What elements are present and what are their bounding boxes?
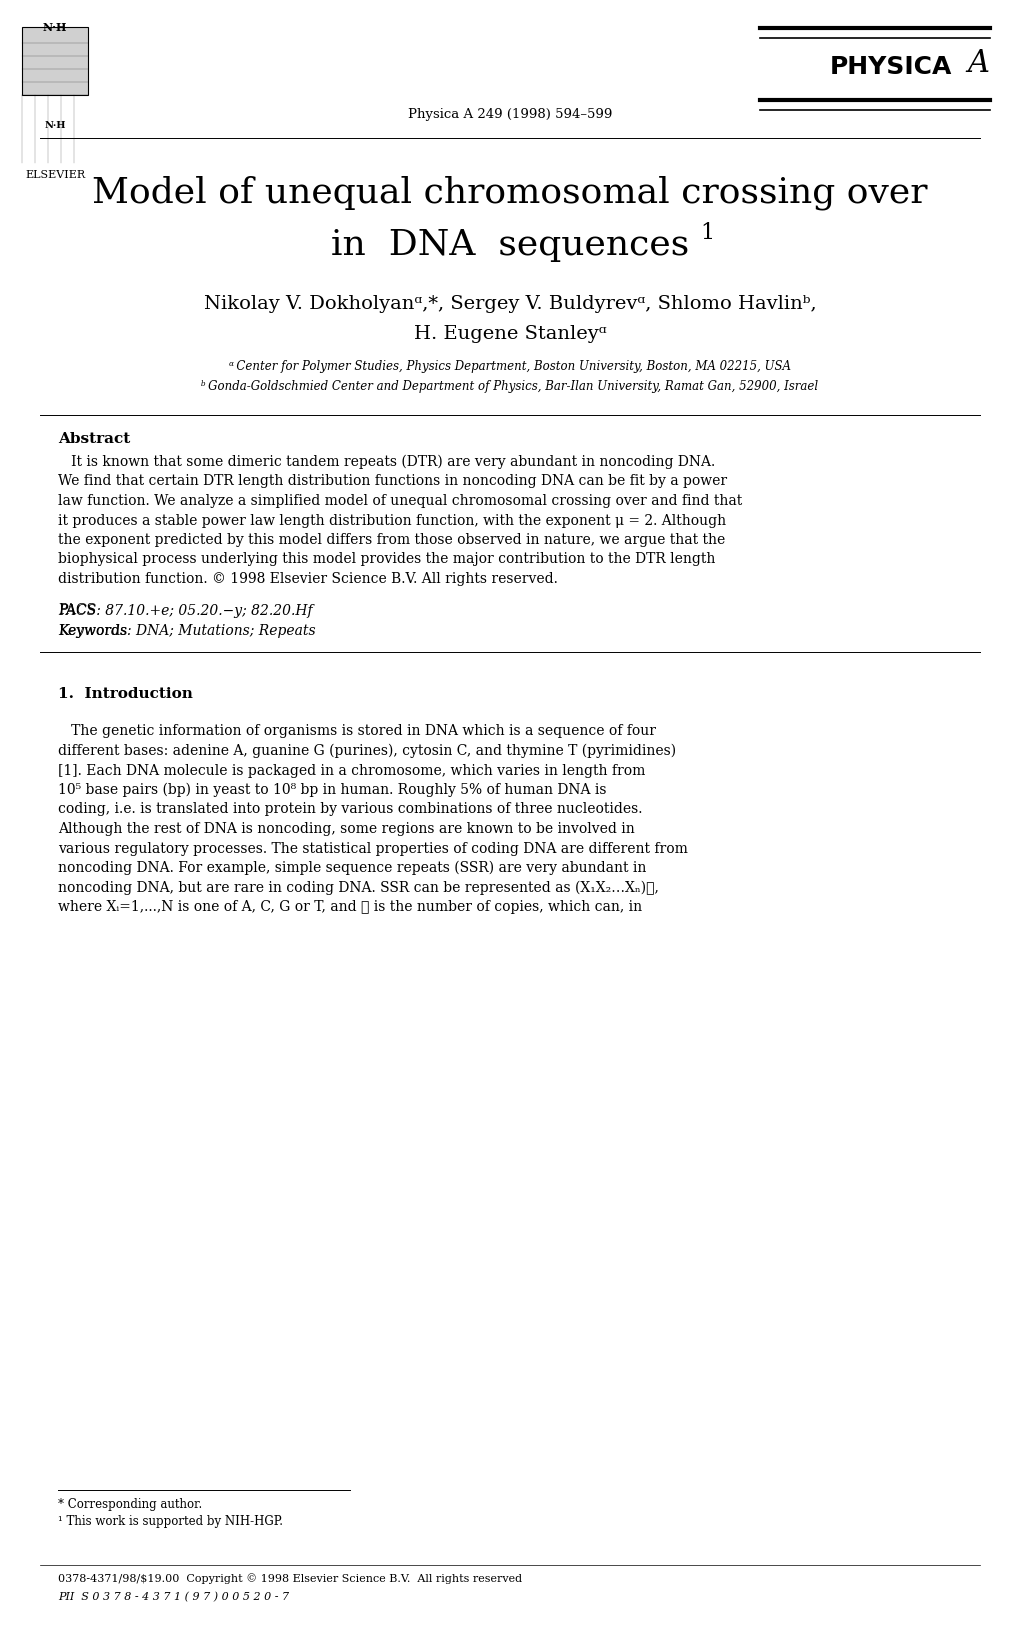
Text: coding, i.e. is translated into protein by various combinations of three nucleot: coding, i.e. is translated into protein … (58, 802, 642, 817)
Text: H. Eugene Stanleyᵅ: H. Eugene Stanleyᵅ (414, 325, 605, 343)
Text: N·H: N·H (43, 21, 67, 33)
Bar (22, 26, 88, 96)
Text: Physica A 249 (1998) 594–599: Physica A 249 (1998) 594–599 (408, 107, 611, 120)
Text: Model of unequal chromosomal crossing over: Model of unequal chromosomal crossing ov… (92, 175, 927, 210)
Text: distribution function. © 1998 Elsevier Science B.V. All rights reserved.: distribution function. © 1998 Elsevier S… (58, 573, 557, 586)
Text: Abstract: Abstract (58, 432, 130, 446)
Text: ¹ This work is supported by NIH-HGP.: ¹ This work is supported by NIH-HGP. (58, 1515, 282, 1528)
Text: different bases: adenine A, guanine G (purines), cytosin C, and thymine T (pyrim: different bases: adenine A, guanine G (p… (58, 744, 676, 759)
Text: The genetic information of organisms is stored in DNA which is a sequence of fou: The genetic information of organisms is … (58, 724, 655, 739)
Text: noncoding DNA. For example, simple sequence repeats (SSR) are very abundant in: noncoding DNA. For example, simple seque… (58, 861, 646, 876)
Text: Keywords: Keywords (58, 624, 127, 637)
Text: ELSEVIER: ELSEVIER (24, 170, 85, 180)
Text: PHYSICA: PHYSICA (829, 54, 952, 79)
Text: where Xᵢ=1,...,N is one of A, C, G or T, and ℓ is the number of copies, which ca: where Xᵢ=1,...,N is one of A, C, G or T,… (58, 899, 642, 914)
Text: PII  S 0 3 7 8 - 4 3 7 1 ( 9 7 ) 0 0 5 2 0 - 7: PII S 0 3 7 8 - 4 3 7 1 ( 9 7 ) 0 0 5 2 … (58, 1592, 288, 1602)
Text: * Corresponding author.: * Corresponding author. (58, 1498, 202, 1511)
Text: Nikolay V. Dokholyanᵅ,*, Sergey V. Buldyrevᵅ, Shlomo Havlinᵇ,: Nikolay V. Dokholyanᵅ,*, Sergey V. Buldy… (204, 295, 815, 314)
Text: A: A (966, 48, 988, 79)
Text: PACS: 87.10.+e; 05.20.−y; 82.20.Hf: PACS: 87.10.+e; 05.20.−y; 82.20.Hf (58, 604, 312, 617)
Text: noncoding DNA, but are rare in coding DNA. SSR can be represented as (X₁X₂…Xₙ)ℓ,: noncoding DNA, but are rare in coding DN… (58, 881, 658, 894)
Text: it produces a stable power law length distribution function, with the exponent μ: it produces a stable power law length di… (58, 513, 726, 528)
Text: the exponent predicted by this model differs from those observed in nature, we a: the exponent predicted by this model dif… (58, 533, 725, 548)
Text: in  DNA  sequences: in DNA sequences (330, 228, 689, 262)
Text: 1.  Introduction: 1. Introduction (58, 686, 193, 701)
Text: Keywords: DNA; Mutations; Repeats: Keywords: DNA; Mutations; Repeats (58, 624, 315, 637)
Text: PACS: PACS (58, 604, 96, 617)
Text: 0378-4371/98/$19.00  Copyright © 1998 Elsevier Science B.V.  All rights reserved: 0378-4371/98/$19.00 Copyright © 1998 Els… (58, 1572, 522, 1584)
Text: 10⁵ base pairs (bp) in yeast to 10⁸ bp in human. Roughly 5% of human DNA is: 10⁵ base pairs (bp) in yeast to 10⁸ bp i… (58, 784, 606, 797)
Text: It is known that some dimeric tandem repeats (DTR) are very abundant in noncodin: It is known that some dimeric tandem rep… (58, 455, 714, 469)
Text: law function. We analyze a simplified model of unequal chromosomal crossing over: law function. We analyze a simplified mo… (58, 493, 742, 508)
Text: [1]. Each DNA molecule is packaged in a chromosome, which varies in length from: [1]. Each DNA molecule is packaged in a … (58, 764, 645, 777)
Text: 1: 1 (699, 223, 713, 244)
Text: We find that certain DTR length distribution functions in noncoding DNA can be f: We find that certain DTR length distribu… (58, 475, 727, 488)
Text: Although the rest of DNA is noncoding, some regions are known to be involved in: Although the rest of DNA is noncoding, s… (58, 822, 634, 837)
Text: biophysical process underlying this model provides the major contribution to the: biophysical process underlying this mode… (58, 553, 714, 566)
Text: N·H: N·H (44, 120, 65, 129)
Text: various regulatory processes. The statistical properties of coding DNA are diffe: various regulatory processes. The statis… (58, 842, 687, 855)
Text: ᵇ Gonda-Goldschmied Center and Department of Physics, Bar-Ilan University, Ramat: ᵇ Gonda-Goldschmied Center and Departmen… (201, 380, 818, 393)
Text: ᵅ Center for Polymer Studies, Physics Department, Boston University, Boston, MA : ᵅ Center for Polymer Studies, Physics De… (229, 360, 790, 373)
